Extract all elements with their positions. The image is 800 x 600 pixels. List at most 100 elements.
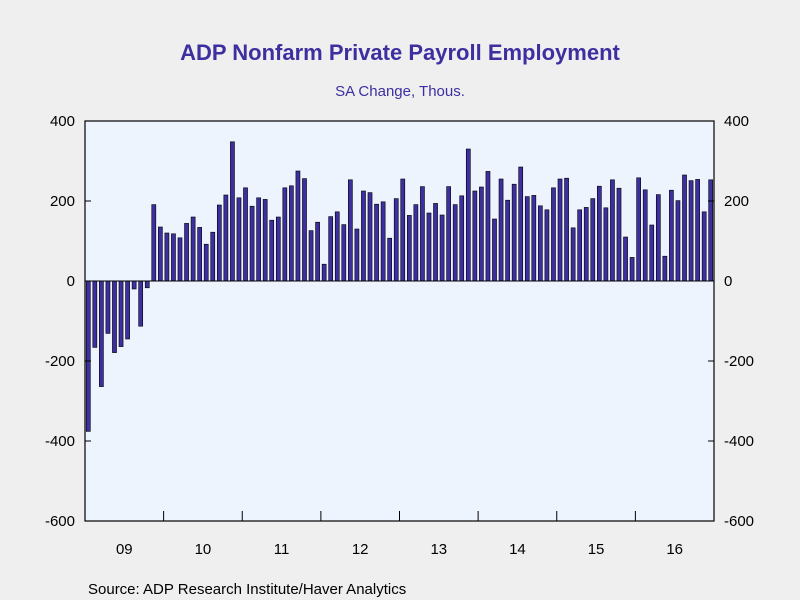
bar: [328, 216, 334, 282]
bar: [544, 209, 550, 282]
bar: [682, 174, 687, 282]
bar: [387, 237, 393, 282]
bar: [85, 280, 91, 432]
bar: [112, 280, 117, 353]
bar: [446, 186, 451, 282]
bar: [597, 185, 602, 282]
bar: [472, 190, 478, 282]
bar: [230, 141, 235, 282]
x-tick-label: 12: [352, 541, 369, 558]
bar: [518, 166, 524, 282]
x-tick-label: 11: [274, 541, 290, 558]
bar: [393, 198, 399, 282]
bar: [551, 187, 556, 282]
bar: [348, 179, 353, 282]
bar: [400, 178, 406, 282]
chart-subtitle: SA Change, Thous.: [335, 83, 465, 100]
bar: [164, 232, 170, 282]
x-tick-label: 09: [116, 541, 133, 558]
bar: [623, 236, 628, 282]
y-tick-label-right: 200: [724, 193, 749, 210]
bar: [177, 237, 183, 282]
bar: [524, 196, 530, 282]
bar: [459, 195, 465, 282]
bar: [531, 195, 537, 282]
bar: [216, 204, 222, 282]
x-tick-label: 10: [195, 541, 212, 558]
bar: [701, 211, 707, 282]
bar: [105, 280, 111, 334]
bar: [636, 177, 641, 282]
bar: [505, 199, 510, 282]
bar: [282, 187, 288, 282]
y-tick-label-left: -600: [45, 513, 75, 530]
bar: [564, 177, 569, 282]
bar: [302, 178, 307, 282]
bar: [269, 219, 275, 282]
bar: [629, 257, 635, 282]
x-tick-label: 13: [430, 541, 447, 558]
y-tick-label-right: 0: [724, 273, 732, 290]
bar: [210, 231, 216, 282]
bar: [171, 233, 176, 282]
x-tick-label: 16: [666, 541, 683, 558]
bar: [223, 194, 229, 282]
bar: [203, 243, 209, 282]
bar: [610, 179, 615, 282]
bar: [275, 216, 281, 282]
bar: [334, 211, 340, 282]
y-tick-label-right: -600: [724, 513, 754, 530]
bar: [642, 189, 648, 282]
y-tick-label-left: 400: [50, 113, 75, 130]
bar: [308, 230, 314, 282]
bar: [295, 170, 301, 282]
bar: [321, 263, 327, 282]
bar: [406, 215, 412, 282]
bar: [138, 280, 144, 327]
y-tick-label-right: -400: [724, 433, 754, 450]
bar: [669, 189, 674, 282]
bar: [439, 214, 445, 282]
chart-title: ADP Nonfarm Private Payroll Employment: [180, 40, 620, 65]
bar: [485, 171, 491, 282]
bar: [708, 179, 714, 282]
bar: [452, 204, 458, 282]
bar: [479, 186, 484, 282]
bar: [426, 212, 432, 282]
bar: [374, 203, 379, 282]
y-tick-label-right: -200: [724, 353, 754, 370]
bar: [380, 201, 386, 282]
bar: [511, 183, 517, 282]
bar: [538, 205, 543, 282]
bar: [695, 179, 700, 282]
bar: [413, 204, 419, 282]
y-tick-label-left: 200: [50, 193, 75, 210]
bar: [492, 218, 497, 282]
bar: [433, 203, 438, 282]
bar: [315, 221, 320, 282]
bar: [262, 199, 268, 282]
bar: [557, 178, 563, 282]
bar: [465, 148, 471, 282]
bar: [256, 197, 261, 282]
bar: [583, 207, 589, 282]
bar: [243, 187, 248, 282]
bar: [197, 227, 202, 282]
bar: [616, 187, 622, 282]
bar: [662, 255, 668, 282]
y-tick-label-right: 400: [724, 113, 749, 130]
bar: [354, 228, 360, 282]
bar: [144, 280, 150, 289]
bar: [125, 280, 130, 340]
y-tick-label-left: 0: [67, 273, 75, 290]
bar: [649, 224, 655, 282]
bar: [498, 178, 504, 282]
bar: [236, 197, 242, 282]
bar: [184, 223, 189, 282]
plot-area: [85, 121, 714, 521]
bar: [341, 224, 347, 282]
bar: [361, 190, 366, 282]
bar: [675, 200, 681, 282]
x-tick-label: 15: [588, 541, 605, 558]
